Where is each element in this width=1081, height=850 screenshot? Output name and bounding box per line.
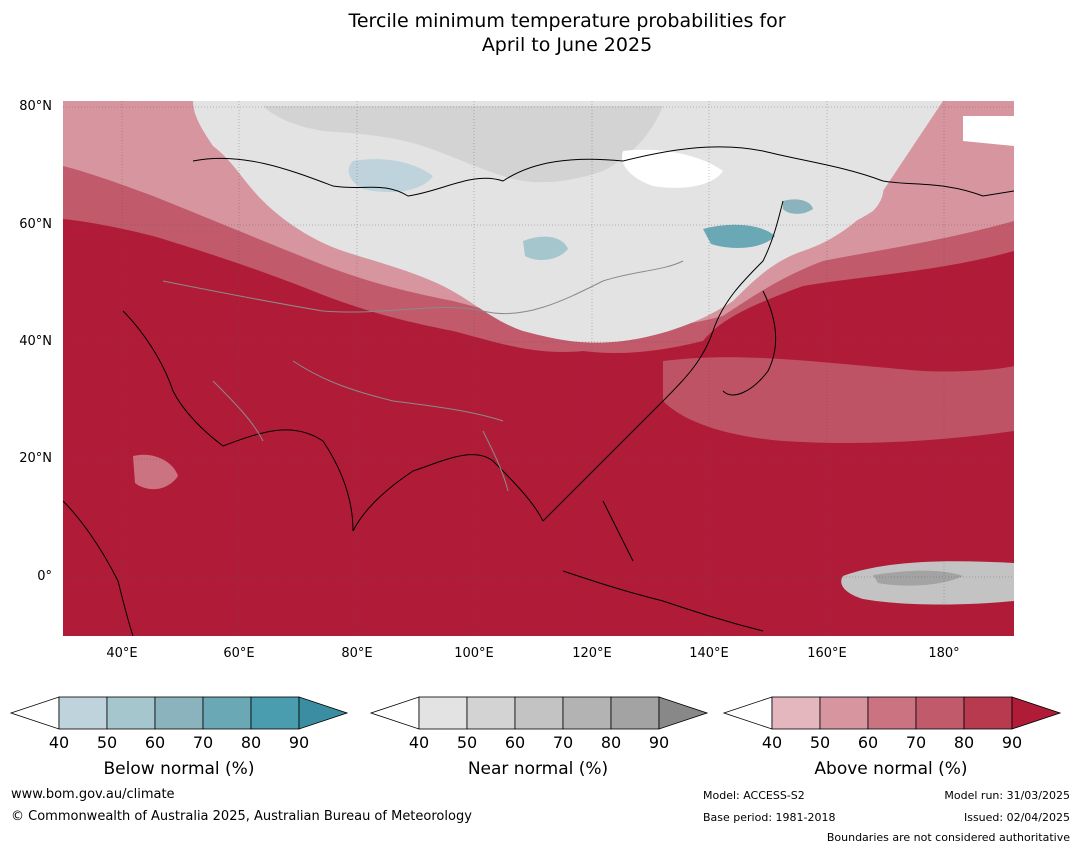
lon-label-160e: 160°E: [807, 646, 847, 661]
chart-title: Tercile minimum temperature probabilitie…: [0, 9, 1081, 57]
country-borders: [162, 260, 684, 492]
above-normal-swatch-60: [867, 696, 917, 730]
above-normal-swatch-70: [915, 696, 965, 730]
near-normal-tick-40: 40: [408, 733, 430, 752]
above-normal-swatch-under: [723, 696, 773, 730]
lon-label-80e: 80°E: [341, 646, 373, 661]
below-normal-tick-70: 70: [192, 733, 214, 752]
near-normal-tick-60: 60: [504, 733, 526, 752]
below-normal-tick-80: 80: [240, 733, 262, 752]
white-area-east-siberia: [622, 149, 723, 188]
lon-label-100e: 100°E: [454, 646, 494, 661]
lat-label-20n: 20°N: [19, 451, 52, 466]
near-normal-swatch-50: [466, 696, 516, 730]
lon-label-120e: 120°E: [572, 646, 612, 661]
near-normal-swatch-80: [610, 696, 660, 730]
white-area-east: [963, 116, 1014, 146]
above-normal-swatch-50: [819, 696, 869, 730]
below-normal-spot-3: [703, 224, 775, 248]
near-normal-tick-50: 50: [456, 733, 478, 752]
coastlines: [63, 146, 1014, 636]
lon-label-180: 180°: [928, 646, 960, 661]
base-period: Base period: 1981-2018: [703, 811, 836, 824]
below-normal-label: Below normal (%): [103, 759, 255, 779]
colorbar-below-normal: [10, 696, 348, 730]
colorbar-near-normal: [370, 696, 708, 730]
boundaries-disclaimer: Boundaries are not considered authoritat…: [826, 831, 1070, 844]
copyright-text: © Commonwealth of Australia 2025, Austra…: [11, 809, 472, 824]
near-normal-swatch-under: [370, 696, 420, 730]
lon-label-60e: 60°E: [223, 646, 255, 661]
probability-map: [63, 101, 1014, 636]
below-normal-swatch-60: [154, 696, 204, 730]
near-normal-tick-70: 70: [552, 733, 574, 752]
lat-label-0: 0°: [37, 569, 52, 584]
lat-label-80n: 80°N: [19, 99, 52, 114]
near-normal-tick-80: 80: [600, 733, 622, 752]
lat-label-40n: 40°N: [19, 334, 52, 349]
above-normal-tick-70: 70: [905, 733, 927, 752]
near-normal-label: Near normal (%): [467, 759, 609, 779]
above-normal-swatch-40: [771, 696, 821, 730]
title-line-1: Tercile minimum temperature probabilitie…: [348, 10, 786, 32]
below-normal-spot-1: [348, 159, 433, 193]
below-normal-tick-50: 50: [96, 733, 118, 752]
below-normal-tick-40: 40: [48, 733, 70, 752]
near-normal-swatch-60: [514, 696, 564, 730]
issued-date: Issued: 02/04/2025: [963, 811, 1070, 824]
near-normal-swatch-70: [562, 696, 612, 730]
above-normal-tick-60: 60: [857, 733, 879, 752]
above-normal-tick-90: 90: [1001, 733, 1023, 752]
below-normal-swatch-50: [106, 696, 156, 730]
below-normal-swatch-70: [202, 696, 252, 730]
lon-label-40e: 40°E: [106, 646, 138, 661]
model-name: Model: ACCESS-S2: [703, 789, 805, 802]
near-normal-swatch-40: [418, 696, 468, 730]
above-normal-patch-arabia: [133, 454, 178, 490]
below-normal-swatch-under: [10, 696, 60, 730]
lon-label-140e: 140°E: [689, 646, 729, 661]
below-normal-tick-60: 60: [144, 733, 166, 752]
model-run-date: Model run: 31/03/2025: [944, 789, 1070, 802]
above-normal-swatch-over: [1011, 696, 1061, 730]
above-normal-swatch-80: [963, 696, 1013, 730]
above-normal-tick-80: 80: [953, 733, 975, 752]
near-normal-tick-90: 90: [648, 733, 670, 752]
above-normal-patch-pacific: [663, 357, 1014, 443]
near-normal-far-east: [671, 135, 884, 241]
below-normal-swatch-80: [250, 696, 300, 730]
near-normal-swatch-over: [658, 696, 708, 730]
lat-label-60n: 60°N: [19, 217, 52, 232]
above-normal-tick-40: 40: [761, 733, 783, 752]
above-normal-label: Above normal (%): [814, 759, 968, 779]
near-normal-equatorial-pacific-core: [873, 570, 963, 586]
colorbar-above-normal: [723, 696, 1061, 730]
above-normal-tick-50: 50: [809, 733, 831, 752]
below-normal-spot-4: [783, 199, 813, 214]
below-normal-tick-90: 90: [288, 733, 310, 752]
near-normal-siberia-inner: [263, 106, 663, 183]
bom-website-link[interactable]: www.bom.gov.au/climate: [11, 787, 175, 802]
below-normal-swatch-over: [298, 696, 348, 730]
below-normal-spot-2: [523, 236, 568, 261]
graticule: [63, 101, 1014, 636]
below-normal-swatch-40: [58, 696, 108, 730]
title-line-2: April to June 2025: [481, 34, 653, 56]
